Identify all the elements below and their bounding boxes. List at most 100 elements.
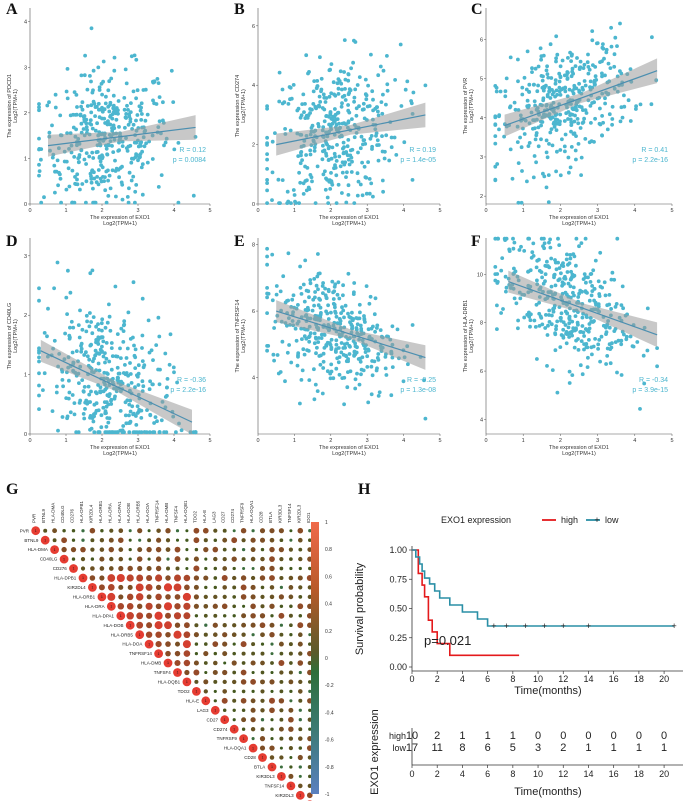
data-point [545, 259, 549, 264]
data-point [89, 389, 93, 394]
data-point [543, 272, 548, 277]
data-point [613, 35, 618, 40]
data-point [334, 173, 339, 178]
data-point [84, 151, 89, 156]
correlation-cell [241, 651, 246, 656]
data-point [37, 105, 41, 110]
data-point [650, 35, 654, 40]
data-point [493, 265, 498, 269]
data-point [288, 97, 292, 102]
data-point [513, 107, 518, 112]
data-point [95, 175, 99, 179]
data-point [579, 173, 583, 178]
data-point [366, 83, 370, 88]
correlation-cell [267, 762, 277, 772]
data-point [389, 145, 394, 150]
correlation-cell [108, 546, 115, 553]
data-point [84, 200, 88, 205]
data-point [53, 190, 57, 195]
correlation-cell [278, 726, 284, 732]
data-point [55, 384, 59, 389]
heatmap-row-label: LAG3 [197, 708, 209, 713]
km-x-tick-label: 16 [609, 674, 619, 684]
correlation-cell [213, 660, 218, 666]
data-point [172, 370, 176, 375]
data-point [346, 119, 351, 124]
data-point [54, 390, 59, 395]
x-axis-title: The expression of EXO1 [90, 445, 150, 451]
data-point [92, 430, 97, 435]
correlation-cell [222, 669, 228, 676]
x-tick-label: 3 [596, 208, 599, 214]
data-point [104, 146, 109, 151]
data-point [525, 312, 530, 317]
correlation-cell [250, 727, 256, 732]
data-point [89, 110, 94, 115]
data-point [114, 117, 119, 122]
data-point [140, 379, 145, 384]
correlation-cell [108, 537, 114, 543]
correlation-cell [260, 642, 265, 646]
data-point [499, 311, 503, 315]
x-tick-label: 2 [559, 208, 562, 214]
data-point [107, 359, 112, 364]
correlation-cell [213, 538, 218, 542]
data-point [50, 123, 54, 128]
data-point [403, 87, 408, 92]
legend-title: EXO1 expression [441, 515, 511, 525]
data-point [504, 236, 509, 241]
data-point [641, 353, 646, 358]
data-point [649, 102, 654, 107]
data-point [508, 147, 513, 152]
r-value: R = 0.19 [409, 147, 436, 154]
correlation-cell [231, 660, 237, 666]
data-point [634, 107, 638, 111]
data-point [100, 328, 104, 333]
data-point [321, 351, 326, 356]
data-point [370, 373, 375, 378]
correlation-cell [154, 621, 163, 630]
data-point [270, 198, 274, 203]
data-point [80, 100, 85, 105]
data-point [277, 201, 281, 206]
data-point [618, 21, 622, 26]
data-point [577, 81, 581, 86]
data-point [110, 168, 115, 173]
data-point [363, 320, 367, 324]
correlation-cell [232, 614, 236, 618]
data-point [343, 345, 347, 350]
data-point [345, 385, 350, 390]
data-point [569, 120, 574, 124]
correlation-cell [203, 603, 209, 609]
data-point [587, 140, 592, 145]
correlation-cell [288, 707, 294, 713]
data-point [37, 407, 41, 411]
data-point [312, 277, 317, 281]
data-point [37, 173, 41, 178]
data-point [134, 183, 139, 187]
data-point [581, 120, 586, 124]
data-point [559, 318, 563, 323]
y-axis-title-units: Log2(TPM+1) [13, 319, 19, 353]
data-point [503, 274, 508, 279]
data-point [570, 89, 575, 93]
correlation-cell [99, 556, 105, 562]
data-point [593, 258, 598, 263]
correlation-cell [241, 689, 246, 694]
data-point [100, 109, 105, 114]
data-point [528, 318, 533, 323]
data-point [293, 326, 298, 331]
data-point [307, 334, 312, 339]
data-point [64, 187, 69, 192]
data-point [171, 365, 176, 370]
data-point [278, 289, 283, 294]
data-point [93, 128, 98, 133]
data-point [150, 157, 155, 161]
data-point [315, 345, 319, 350]
data-point [362, 314, 366, 318]
data-point [125, 346, 130, 351]
data-point [111, 150, 116, 155]
data-point [80, 378, 85, 382]
correlation-cell [279, 604, 284, 609]
